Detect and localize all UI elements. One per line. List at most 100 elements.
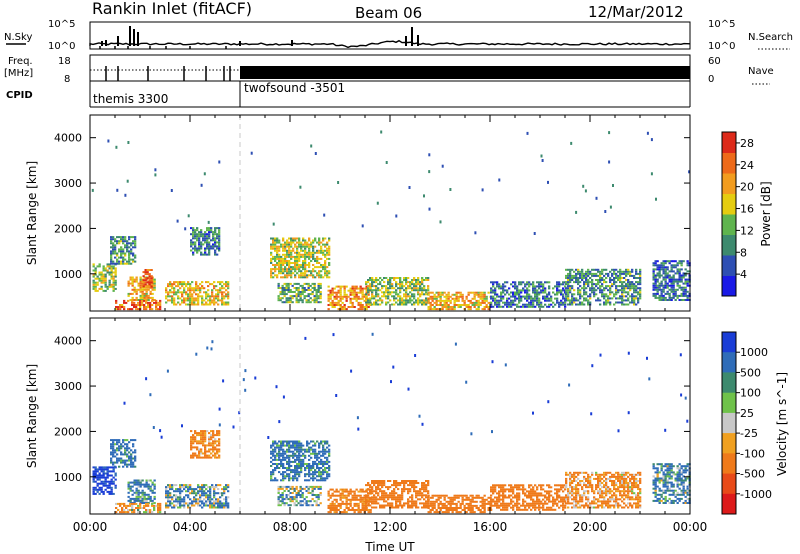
heatmap-cell <box>137 491 140 494</box>
heatmap-cell <box>213 303 216 306</box>
heatmap-cell <box>550 303 553 306</box>
heatmap-cell <box>322 444 325 447</box>
heatmap-cell <box>167 506 170 509</box>
heatmap-cell <box>492 295 495 298</box>
heatmap-cell <box>127 504 130 507</box>
heatmap-cell <box>124 246 127 249</box>
heatmap-cell <box>601 279 604 281</box>
heatmap-cell <box>151 499 154 502</box>
heatmap-cell <box>280 255 283 258</box>
heatmap-cell <box>112 238 115 241</box>
heatmap-cell <box>179 291 182 294</box>
heatmap-cell <box>666 260 669 263</box>
heatmap-cell <box>150 285 153 288</box>
heatmap-cell <box>185 494 188 497</box>
heatmap-cell <box>118 260 121 263</box>
heatmap-cell <box>453 308 456 311</box>
heatmap-cell <box>218 241 221 244</box>
heatmap-cell <box>277 284 280 287</box>
heatmap-cell <box>145 504 148 507</box>
heatmap-cell <box>290 440 293 443</box>
heatmap-cell <box>294 255 297 258</box>
heatmap-cell <box>112 246 115 249</box>
heatmap-cell <box>562 295 565 298</box>
heatmap-cell <box>304 469 307 472</box>
heatmap-cell <box>477 299 480 302</box>
heatmap-cell <box>355 299 358 302</box>
heatmap-cell <box>573 299 576 302</box>
heatmap-cell <box>175 285 178 288</box>
heatmap-cell <box>391 277 394 279</box>
heatmap-cell <box>310 260 313 262</box>
heatmap-cell <box>94 470 97 473</box>
heatmap-cell <box>205 281 208 284</box>
heatmap-cell <box>279 485 282 488</box>
heatmap-cell <box>124 463 127 466</box>
heatmap-cell <box>337 509 340 511</box>
heatmap-cell <box>403 289 406 292</box>
heatmap-cell <box>656 286 659 289</box>
heatmap-cell <box>167 490 170 493</box>
heatmap-cell <box>173 500 176 503</box>
heatmap-cell <box>208 454 211 457</box>
heatmap-cell <box>114 461 117 464</box>
heatmap-cell <box>405 277 408 279</box>
heatmap-cell <box>215 498 218 501</box>
heatmap-cell <box>518 291 521 294</box>
heatmap-cell <box>278 272 281 275</box>
heatmap-cell <box>329 289 332 292</box>
nsky-tick-high: 10^5 <box>48 19 75 30</box>
heatmap-cell <box>415 480 418 482</box>
heatmap-cell <box>562 301 565 304</box>
heatmap-cell <box>393 480 396 482</box>
heatmap-cell <box>193 301 196 304</box>
heatmap-cell <box>195 299 198 302</box>
heatmap-cell <box>391 502 394 505</box>
heatmap-cell <box>593 289 596 292</box>
heatmap-cell <box>316 266 319 269</box>
heatmap-cell <box>581 295 584 298</box>
heatmap-cell <box>114 244 117 247</box>
heatmap-cell <box>569 287 572 290</box>
heatmap-cell <box>274 458 277 461</box>
heatmap-cell <box>294 477 297 480</box>
heatmap-cell <box>369 504 372 507</box>
heatmap-cell <box>678 299 681 301</box>
heatmap-cell <box>409 488 412 491</box>
heatmap-cell <box>672 290 675 293</box>
heatmap-cell <box>587 283 590 286</box>
heatmap-cell <box>131 278 134 281</box>
heatmap-cell <box>389 281 392 284</box>
heatmap-cell <box>621 299 624 302</box>
heatmap-cell <box>221 293 224 296</box>
heatmap-cell <box>666 286 669 289</box>
heatmap-cell <box>609 291 612 294</box>
heatmap-cell <box>317 282 320 285</box>
heatmap-cell <box>528 293 531 296</box>
heatmap-cell <box>660 290 663 293</box>
heatmap-cell <box>129 504 132 507</box>
heatmap-cell <box>278 249 281 252</box>
heatmap-cell <box>190 239 193 242</box>
heatmap-cell <box>353 289 356 292</box>
heatmap-cell <box>129 489 132 492</box>
heatmap-cell <box>206 239 209 242</box>
heatmap-cell <box>216 235 219 238</box>
heatmap-cell <box>377 480 380 482</box>
heatmap-cell <box>108 271 111 274</box>
heatmap-cell <box>391 504 394 507</box>
heatmap-cell <box>270 446 273 449</box>
heatmap-cell <box>292 452 295 455</box>
heatmap-cell <box>471 304 474 306</box>
power-colorbar-segment <box>722 255 736 276</box>
heatmap-cell <box>623 299 626 302</box>
heatmap-cell <box>399 295 402 298</box>
heatmap-cell <box>314 456 317 459</box>
heatmap-cell <box>337 285 340 288</box>
heatmap-cell <box>281 496 284 499</box>
heatmap-cell <box>686 260 689 263</box>
heatmap-cell <box>199 496 202 499</box>
heatmap-cell <box>508 305 511 308</box>
heatmap-cell <box>617 285 620 288</box>
